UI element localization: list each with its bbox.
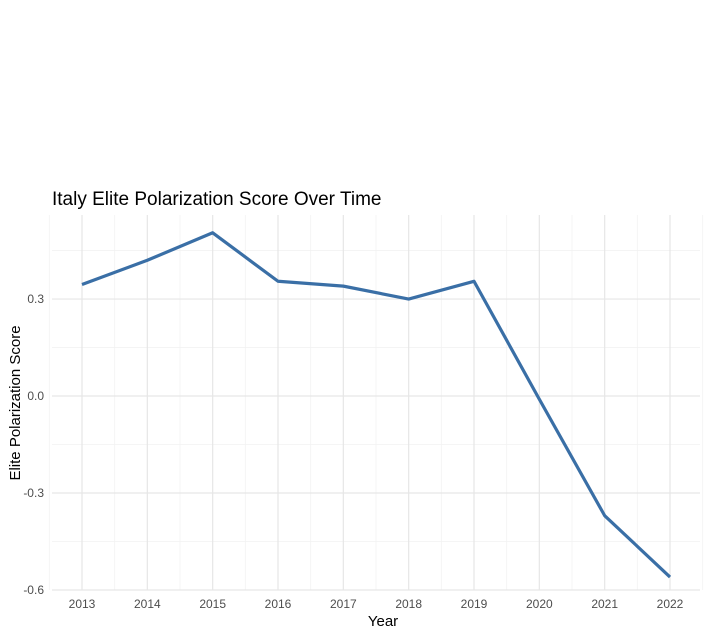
y-tick-label: 0.3 <box>27 292 44 306</box>
y-tick-labels: -0.6 -0.3 0.0 0.3 <box>23 292 44 597</box>
x-tick-label: 2014 <box>134 597 161 611</box>
x-tick-labels: 2013 2014 2015 2016 2017 2018 2019 2020 2021 2022 <box>69 597 684 611</box>
x-tick-label: 2018 <box>395 597 422 611</box>
x-tick-label: 2020 <box>526 597 553 611</box>
x-axis-title: Year <box>368 613 398 630</box>
x-tick-label: 2019 <box>461 597 488 611</box>
x-tick-label: 2013 <box>69 597 96 611</box>
y-axis-title: Elite Polarization Score <box>7 325 24 480</box>
y-tick-label: -0.6 <box>23 583 44 597</box>
chart-title: Italy Elite Polarization Score Over Time <box>52 189 381 210</box>
grid-lines <box>49 215 702 590</box>
x-tick-label: 2017 <box>330 597 357 611</box>
x-tick-label: 2016 <box>265 597 292 611</box>
x-tick-label: 2021 <box>591 597 618 611</box>
y-tick-label: 0.0 <box>27 389 44 403</box>
x-tick-label: 2022 <box>657 597 684 611</box>
y-tick-label: -0.3 <box>23 486 44 500</box>
x-tick-label: 2015 <box>199 597 226 611</box>
